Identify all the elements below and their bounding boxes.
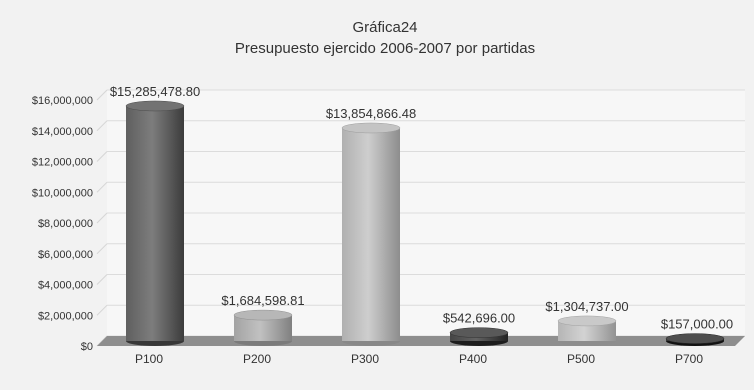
x-tick-label: P500: [567, 352, 595, 366]
x-axis: P100 P200 P300 P400 P500 P700: [135, 352, 703, 366]
bar-top: [341, 122, 401, 134]
bar: [126, 105, 184, 341]
gridline-depth: [96, 243, 108, 255]
data-label: $15,285,478.80: [110, 84, 200, 99]
data-label: $1,304,737.00: [545, 299, 628, 314]
x-tick-label: P200: [243, 352, 271, 366]
gridlines: [96, 89, 745, 347]
data-label: $542,696.00: [443, 311, 515, 326]
floor-plane: [97, 336, 745, 346]
data-labels: $15,285,478.80 $1,684,598.81 $13,854,866.4…: [110, 84, 733, 332]
x-tick-label: P300: [351, 352, 379, 366]
bar: [342, 127, 400, 341]
y-tick-label: $0: [81, 341, 93, 353]
bar-top: [557, 315, 617, 327]
gridline-depth: [96, 120, 108, 132]
y-axis: $0 $2,000,000 $4,000,000 $6,000,000 $8,000,0…: [32, 95, 93, 353]
gridline-depth: [96, 181, 108, 193]
bar: [558, 320, 616, 341]
y-tick-label: $2,000,000: [38, 310, 93, 322]
bar-top: [665, 333, 725, 344]
y-tick-label: $4,000,000: [38, 280, 93, 292]
y-tick-label: $12,000,000: [32, 157, 93, 169]
y-tick-label: $14,000,000: [32, 126, 93, 138]
gridline-depth: [96, 212, 108, 224]
gridline-depth: [96, 151, 108, 162]
x-tick-label: P400: [459, 352, 487, 366]
y-tick-label: $6,000,000: [38, 249, 93, 261]
chart-title: Gráfica24: [352, 19, 417, 36]
gridline-depth: [96, 274, 108, 285]
data-label: $1,684,598.81: [221, 293, 304, 308]
x-tick-label: P100: [135, 352, 163, 366]
chart-subtitle: Presupuesto ejercido 2006-2007 por parti…: [235, 40, 535, 57]
chart-floor: [97, 336, 745, 346]
gridline-depth: [96, 89, 108, 101]
bar-top: [233, 309, 293, 321]
y-tick-label: $16,000,000: [32, 95, 93, 107]
y-tick-label: $10,000,000: [32, 187, 93, 199]
data-label: $157,000.00: [661, 317, 733, 332]
data-label: $13,854,866.48: [326, 106, 416, 121]
gridline-depth: [96, 304, 108, 316]
bar-top: [125, 100, 185, 112]
bar-series: [125, 100, 725, 346]
x-tick-label: P700: [675, 352, 703, 366]
y-tick-label: $8,000,000: [38, 218, 93, 230]
bar-top: [449, 327, 509, 338]
